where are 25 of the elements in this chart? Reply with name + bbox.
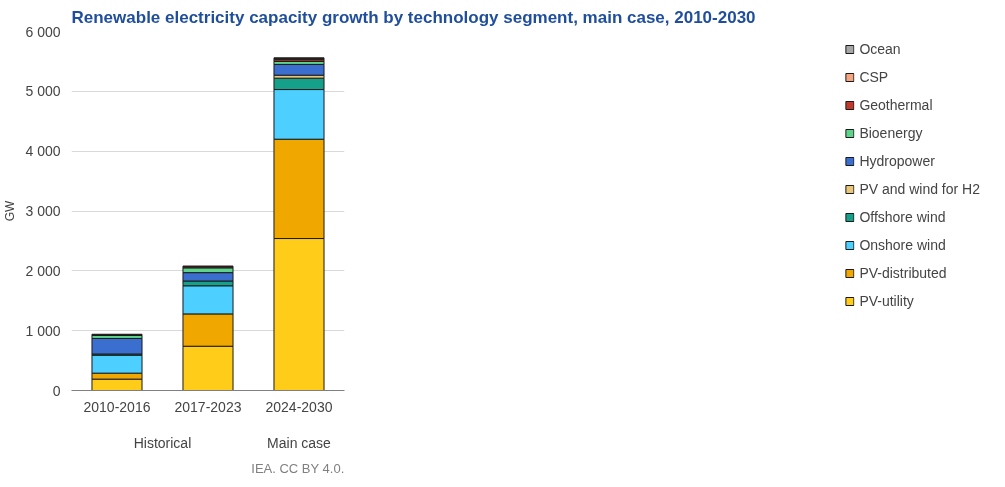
legend-label: Ocean (859, 41, 901, 57)
y-tick-label: 3 000 (25, 203, 61, 219)
y-tick-label: 6 000 (25, 23, 61, 40)
legend-label: Offshore wind (859, 209, 946, 225)
y-tick-label: 2 000 (25, 262, 61, 279)
legend-label: CSP (859, 69, 889, 85)
text: Historical (133, 434, 192, 451)
x-tick-label: 2024-2030 (265, 398, 333, 415)
legend-label: Hydropower (859, 153, 935, 169)
legend-label: PV-utility (859, 293, 914, 309)
legend-label: PV and wind for H2 (859, 181, 980, 197)
text: Renewable electricity capacity growth by technology segment, main case, 2010-2030 (71, 7, 756, 27)
y-tick-label: 5 000 (25, 83, 61, 100)
legend-label: Onshore wind (859, 237, 946, 253)
text: Main case (267, 434, 332, 451)
y-tick-label: 0 (52, 382, 61, 399)
y-tick-label: 1 000 (25, 322, 61, 339)
y-tick-label: 4 000 (25, 143, 61, 160)
x-tick-label: 2010-2016 (83, 398, 151, 415)
y-axis-title: GW (3, 200, 18, 222)
legend-label: Geothermal (859, 97, 933, 113)
legend-label: PV-distributed (859, 265, 947, 281)
text: IEA. CC BY 4.0. (251, 460, 345, 476)
x-tick-label: 2017-2023 (174, 398, 242, 415)
legend-label: Bioenergy (859, 125, 923, 141)
